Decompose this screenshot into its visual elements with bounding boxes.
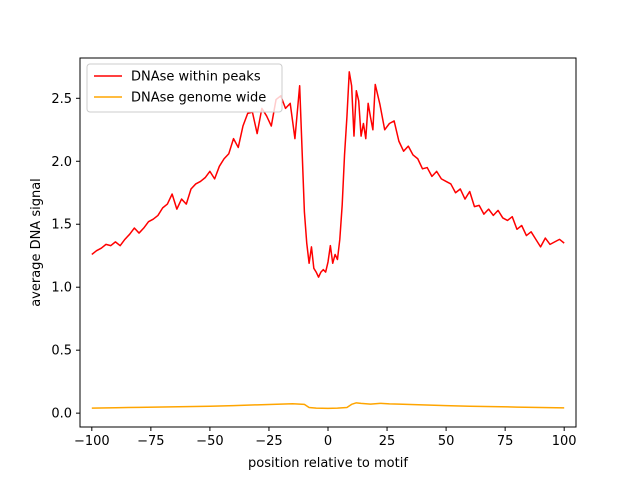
y-tick-label: 2.5 — [51, 92, 72, 107]
y-tick-label: 0.5 — [51, 344, 72, 359]
y-axis: 0.0 0.5 1.0 1.5 2.0 2.5 — [51, 92, 80, 422]
x-tick-label: 50 — [438, 434, 455, 449]
x-tick-label: −25 — [255, 434, 282, 449]
legend: DNAse within peaks DNAse genome wide — [86, 63, 283, 113]
x-axis-label: position relative to motif — [248, 456, 408, 471]
y-axis-label: average DNA signal — [29, 178, 44, 307]
plot-frame — [79, 57, 577, 428]
x-tick-label: −75 — [137, 434, 164, 449]
y-tick-label: 1.5 — [51, 218, 72, 233]
x-tick-label: −100 — [74, 434, 110, 449]
y-tick-label: 0.0 — [51, 407, 72, 422]
x-tick-label: 25 — [379, 434, 396, 449]
x-tick-label: 100 — [552, 434, 577, 449]
x-tick-label: 0 — [324, 434, 332, 449]
series-line-within-peaks — [91, 71, 565, 278]
x-tick-label: −50 — [196, 434, 223, 449]
y-tick-label: 2.0 — [51, 155, 72, 170]
legend-label-within-peaks: DNAse within peaks — [131, 70, 261, 85]
series-line-genome-wide — [91, 402, 565, 410]
x-tick-label: 75 — [497, 434, 514, 449]
x-axis: −100 −75 −50 −25 0 25 50 75 100 — [74, 427, 577, 449]
y-tick-label: 1.0 — [51, 281, 72, 296]
legend-label-genome-wide: DNAse genome wide — [131, 91, 266, 106]
legend-box — [86, 63, 283, 113]
